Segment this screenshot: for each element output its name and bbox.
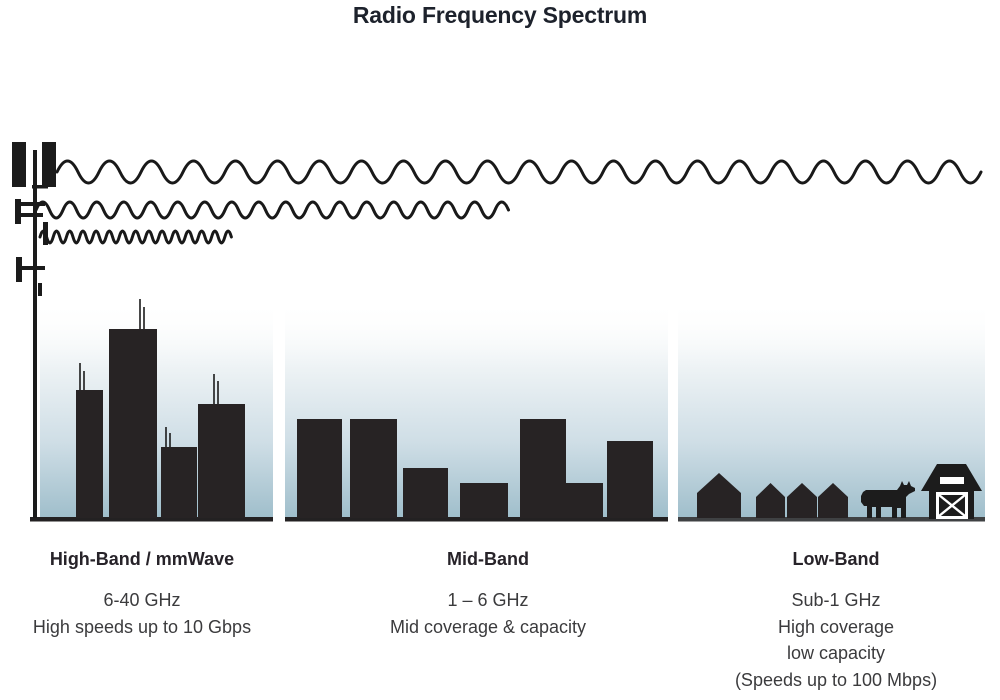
low-band-capacity: low capacity xyxy=(786,643,886,663)
low-band-long-wave-icon xyxy=(55,159,983,185)
house-icon xyxy=(697,473,741,518)
skyscraper-skyline-icon xyxy=(76,299,245,518)
ground-strips xyxy=(30,517,985,522)
house-icon xyxy=(818,483,848,518)
cow-icon xyxy=(861,481,915,518)
high-band-description: High speeds up to 10 Gbps xyxy=(32,616,252,637)
mid-band-panel xyxy=(285,301,668,518)
mid-band-description: Mid coverage & capacity xyxy=(389,616,587,637)
house-icons xyxy=(697,473,848,518)
low-band-frequency-range: Sub-1 GHz xyxy=(791,590,881,610)
radio-waves xyxy=(34,159,983,245)
mid-band-medium-wave-icon xyxy=(34,200,510,220)
page-title: Radio Frequency Spectrum xyxy=(352,2,648,28)
midrise-skyline-icon xyxy=(297,419,653,518)
mid-band-name: Mid-Band xyxy=(447,549,529,569)
high-band-name: High-Band / mmWave xyxy=(49,549,235,569)
low-band-speed: (Speeds up to 100 Mbps) xyxy=(734,669,938,690)
high-band-frequency-range: 6-40 GHz xyxy=(103,590,181,610)
high-band-ground xyxy=(30,517,273,522)
house-icon xyxy=(787,483,817,518)
mid-band-ground xyxy=(285,517,668,522)
house-icon xyxy=(756,483,785,518)
mid-band-label-column: Mid-Band 1 – 6 GHz Mid coverage & capaci… xyxy=(372,549,604,640)
barn-icon xyxy=(921,464,982,519)
high-band-label-column: High-Band / mmWave 6-40 GHz High speeds … xyxy=(20,549,264,640)
low-band-name: Low-Band xyxy=(792,549,880,569)
low-band-ground xyxy=(678,517,985,522)
mid-band-frequency-range: 1 – 6 GHz xyxy=(447,590,529,610)
low-band-label-column: Low-Band Sub-1 GHz High coverage low cap… xyxy=(718,549,954,693)
low-band-coverage: High coverage xyxy=(777,616,895,637)
high-band-short-wave-icon xyxy=(38,229,233,245)
